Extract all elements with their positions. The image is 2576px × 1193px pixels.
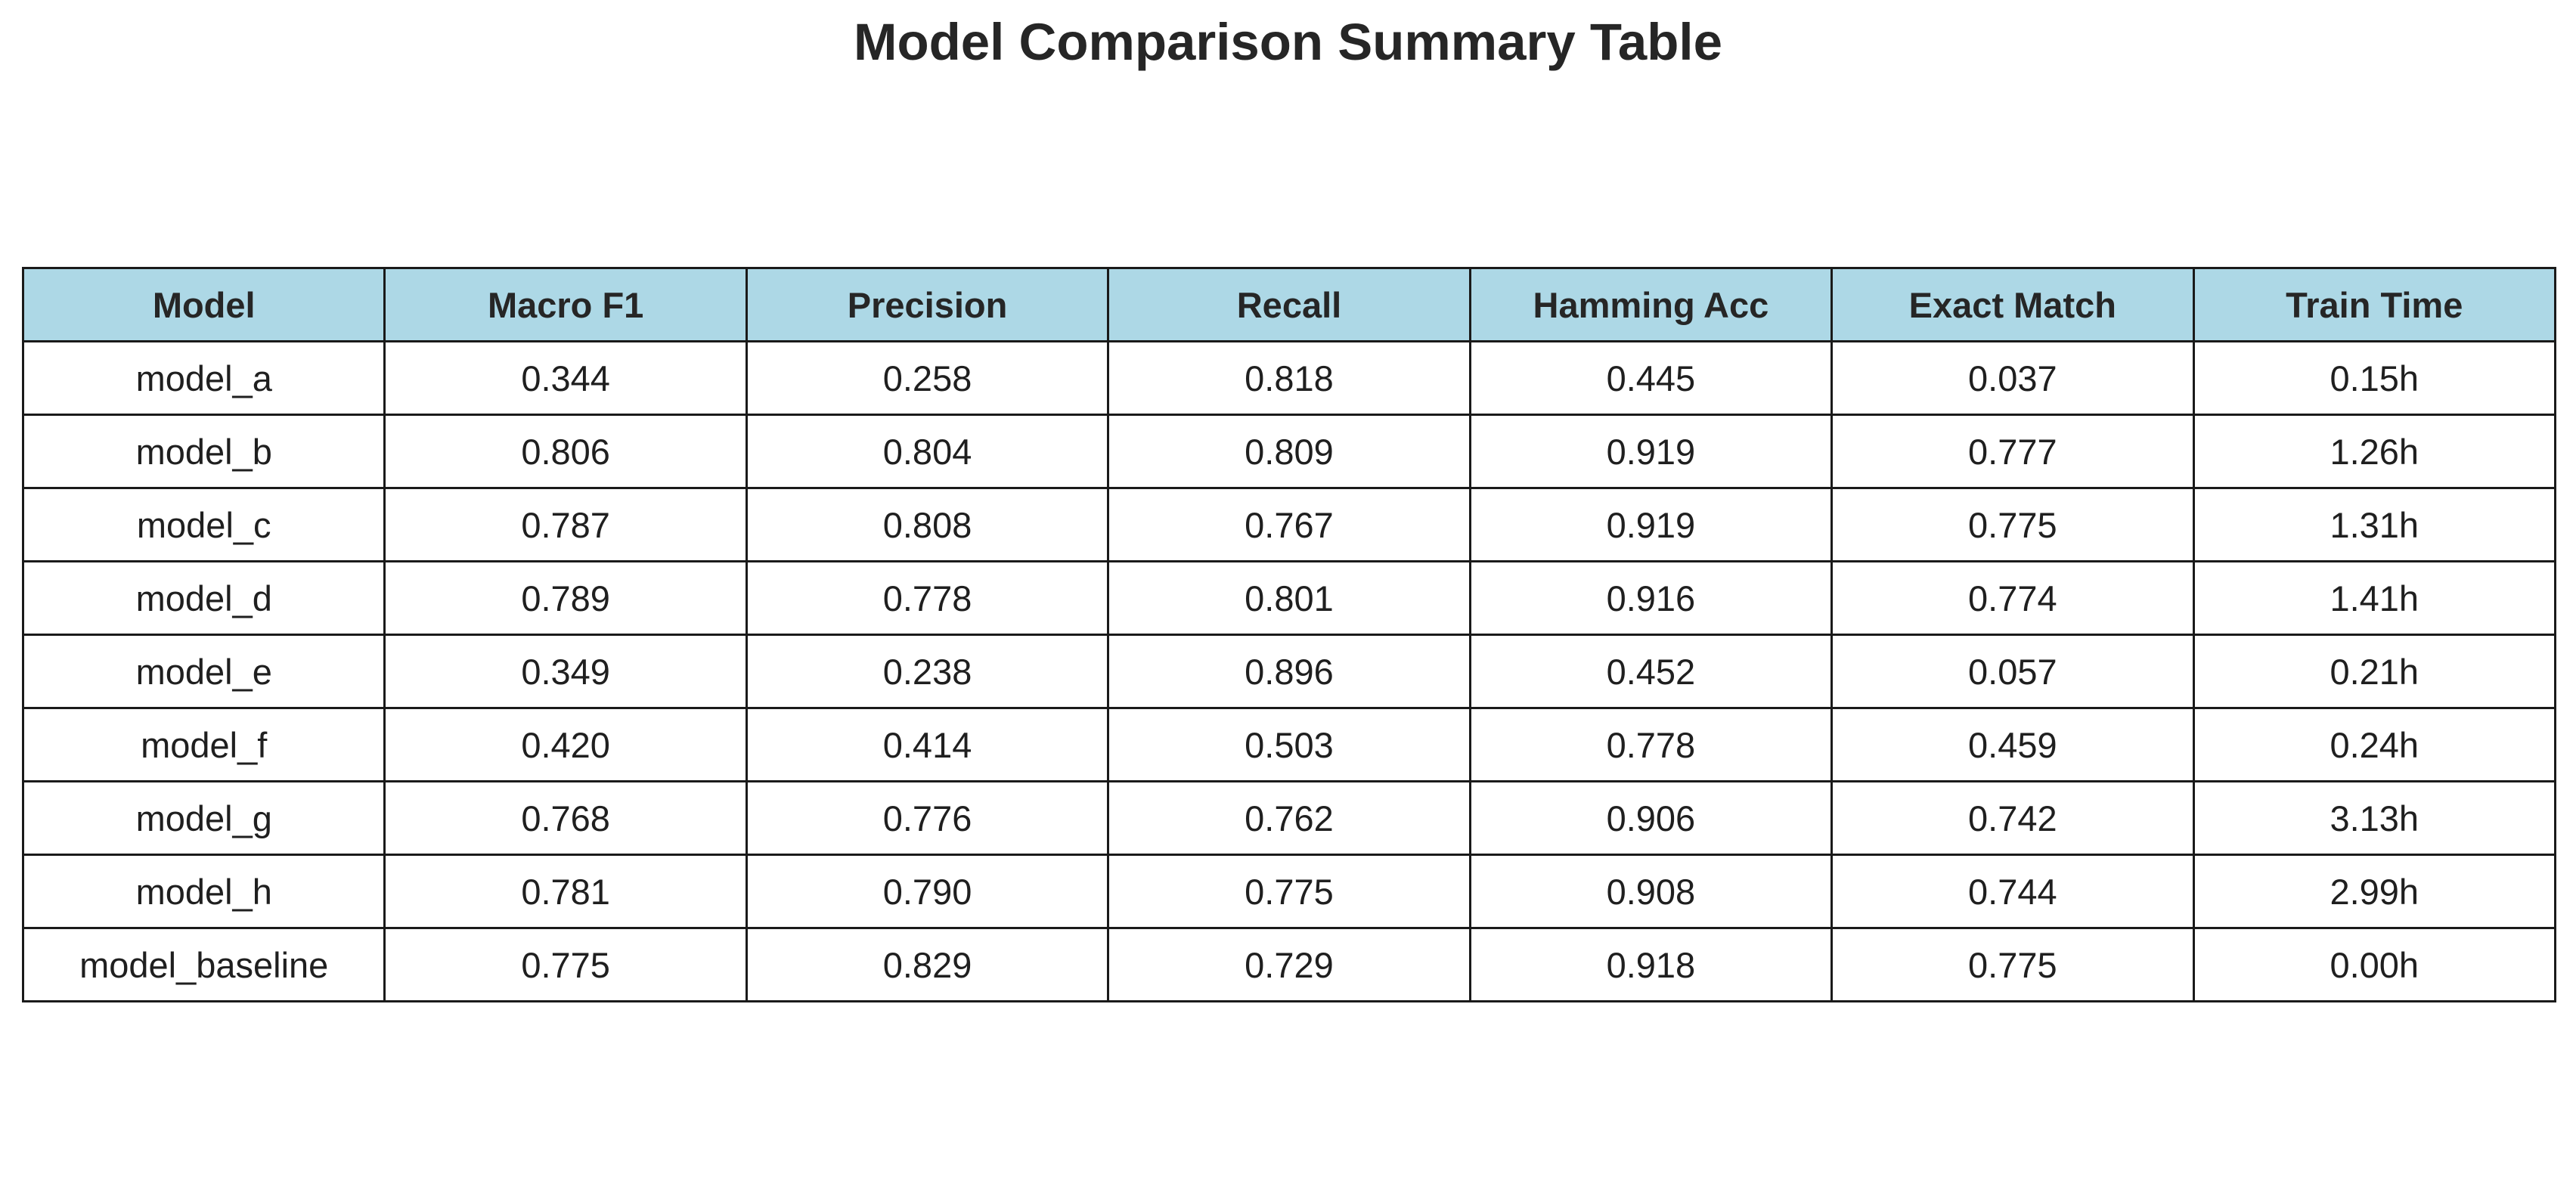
header-cell-recall: Recall — [1107, 267, 1471, 342]
cell-hamming-acc: 0.778 — [1468, 707, 1834, 782]
header-cell-model: Model — [21, 267, 386, 342]
cell-hamming-acc: 0.918 — [1468, 927, 1834, 1002]
cell-precision: 0.808 — [745, 487, 1110, 562]
cell-model: model_e — [21, 634, 386, 709]
table-row: model_c 0.787 0.808 0.767 0.919 0.775 1.31h — [21, 487, 2557, 562]
cell-model: model_c — [21, 487, 386, 562]
cell-precision: 0.829 — [745, 927, 1110, 1002]
cell-precision: 0.804 — [745, 414, 1110, 489]
cell-exact-match: 0.744 — [1830, 854, 2195, 929]
cell-exact-match: 0.057 — [1830, 634, 2195, 709]
cell-train-time: 1.31h — [2192, 487, 2557, 562]
cell-exact-match: 0.459 — [1830, 707, 2195, 782]
cell-precision: 0.414 — [745, 707, 1110, 782]
cell-recall: 0.896 — [1107, 634, 1471, 709]
cell-train-time: 0.15h — [2192, 340, 2557, 416]
cell-macro-f1: 0.789 — [383, 560, 748, 636]
table-row: model_d 0.789 0.778 0.801 0.916 0.774 1.41h — [21, 560, 2557, 636]
cell-macro-f1: 0.349 — [383, 634, 748, 709]
cell-model: model_b — [21, 414, 386, 489]
cell-train-time: 2.99h — [2192, 854, 2557, 929]
cell-train-time: 0.21h — [2192, 634, 2557, 709]
cell-macro-f1: 0.781 — [383, 854, 748, 929]
table-row: model_a 0.344 0.258 0.818 0.445 0.037 0.15h — [21, 340, 2557, 416]
cell-precision: 0.258 — [745, 340, 1110, 416]
cell-model: model_baseline — [21, 927, 386, 1002]
cell-precision: 0.776 — [745, 780, 1110, 856]
cell-precision: 0.238 — [745, 634, 1110, 709]
cell-model: model_f — [21, 707, 386, 782]
cell-model: model_h — [21, 854, 386, 929]
cell-recall: 0.818 — [1107, 340, 1471, 416]
cell-hamming-acc: 0.916 — [1468, 560, 1834, 636]
cell-exact-match: 0.037 — [1830, 340, 2195, 416]
header-cell-train-time: Train Time — [2192, 267, 2557, 342]
header-cell-hamming-acc: Hamming Acc — [1468, 267, 1834, 342]
cell-recall: 0.767 — [1107, 487, 1471, 562]
cell-exact-match: 0.774 — [1830, 560, 2195, 636]
cell-hamming-acc: 0.452 — [1468, 634, 1834, 709]
cell-macro-f1: 0.787 — [383, 487, 748, 562]
cell-hamming-acc: 0.906 — [1468, 780, 1834, 856]
cell-exact-match: 0.775 — [1830, 487, 2195, 562]
header-cell-macro-f1: Macro F1 — [383, 267, 748, 342]
cell-macro-f1: 0.775 — [383, 927, 748, 1002]
cell-macro-f1: 0.806 — [383, 414, 748, 489]
header-cell-exact-match: Exact Match — [1830, 267, 2195, 342]
cell-hamming-acc: 0.445 — [1468, 340, 1834, 416]
cell-recall: 0.801 — [1107, 560, 1471, 636]
cell-macro-f1: 0.344 — [383, 340, 748, 416]
cell-model: model_a — [21, 340, 386, 416]
cell-exact-match: 0.742 — [1830, 780, 2195, 856]
cell-train-time: 3.13h — [2192, 780, 2557, 856]
summary-table: Model Macro F1 Precision Recall Hamming … — [21, 267, 2557, 1002]
cell-macro-f1: 0.768 — [383, 780, 748, 856]
cell-train-time: 1.41h — [2192, 560, 2557, 636]
header-cell-precision: Precision — [745, 267, 1110, 342]
cell-precision: 0.790 — [745, 854, 1110, 929]
cell-recall: 0.729 — [1107, 927, 1471, 1002]
header-row: Model Macro F1 Precision Recall Hamming … — [21, 267, 2557, 342]
table-row: model_e 0.349 0.238 0.896 0.452 0.057 0.21h — [21, 634, 2557, 709]
cell-exact-match: 0.775 — [1830, 927, 2195, 1002]
cell-hamming-acc: 0.919 — [1468, 487, 1834, 562]
cell-train-time: 1.26h — [2192, 414, 2557, 489]
table-row: model_h 0.781 0.790 0.775 0.908 0.744 2.99h — [21, 854, 2557, 929]
table-body: model_a 0.344 0.258 0.818 0.445 0.037 0.15h mod… — [21, 340, 2557, 1002]
cell-macro-f1: 0.420 — [383, 707, 748, 782]
cell-model: model_g — [21, 780, 386, 856]
cell-train-time: 0.24h — [2192, 707, 2557, 782]
cell-recall: 0.503 — [1107, 707, 1471, 782]
cell-recall: 0.775 — [1107, 854, 1471, 929]
table-row: model_g 0.768 0.776 0.762 0.906 0.742 3.13h — [21, 780, 2557, 856]
table-row: model_f 0.420 0.414 0.503 0.778 0.459 0.24h — [21, 707, 2557, 782]
cell-precision: 0.778 — [745, 560, 1110, 636]
table-row: model_b 0.806 0.804 0.809 0.919 0.777 1.26h — [21, 414, 2557, 489]
cell-model: model_d — [21, 560, 386, 636]
cell-hamming-acc: 0.919 — [1468, 414, 1834, 489]
cell-hamming-acc: 0.908 — [1468, 854, 1834, 929]
cell-recall: 0.762 — [1107, 780, 1471, 856]
table-title: Model Comparison Summary Table — [854, 13, 1722, 71]
cell-train-time: 0.00h — [2192, 927, 2557, 1002]
table-row: model_baseline 0.775 0.829 0.729 0.918 0.775 0… — [21, 927, 2557, 1002]
cell-recall: 0.809 — [1107, 414, 1471, 489]
cell-exact-match: 0.777 — [1830, 414, 2195, 489]
